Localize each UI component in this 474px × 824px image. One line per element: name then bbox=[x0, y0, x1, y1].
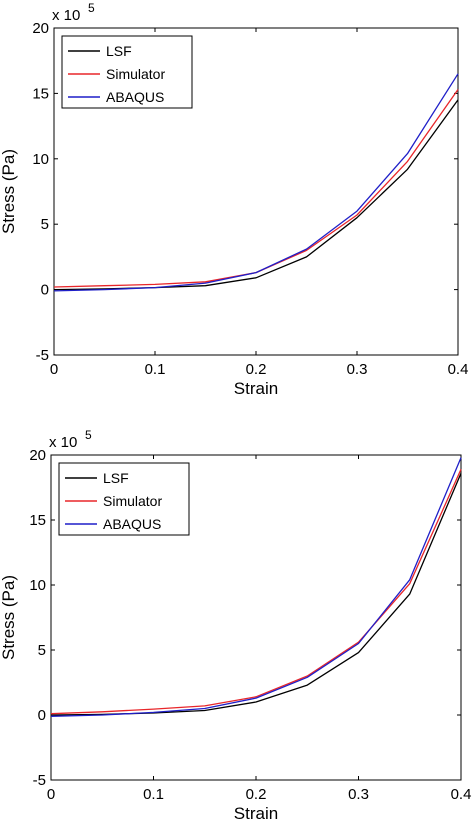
y-tick-label: 10 bbox=[32, 151, 49, 168]
y-tick-label: 5 bbox=[41, 216, 49, 233]
series-line-simulator bbox=[50, 469, 462, 715]
series-line-abaqus bbox=[53, 73, 459, 292]
x-tick-label: 0.2 bbox=[246, 786, 267, 803]
x-tick-label: 0.3 bbox=[347, 361, 368, 378]
legend-label: Simulator bbox=[106, 66, 165, 82]
legend-box bbox=[58, 462, 190, 536]
y-tick-label: 20 bbox=[32, 20, 49, 37]
y-tick-label: -5 bbox=[33, 772, 46, 789]
legend-label: ABAQUS bbox=[103, 516, 161, 532]
y-tick-label: 15 bbox=[32, 85, 49, 102]
y-tick-label: 15 bbox=[29, 512, 46, 529]
y-tick-label: 0 bbox=[41, 282, 49, 299]
x-axis-label: Strain bbox=[234, 804, 278, 823]
y-tick-label: -5 bbox=[36, 347, 49, 364]
y-multiplier: x 10 bbox=[49, 434, 77, 451]
series-line-abaqus bbox=[50, 457, 462, 717]
x-tick-label: 0.4 bbox=[451, 786, 472, 803]
x-tick-label: 0.4 bbox=[448, 361, 469, 378]
y-exponent: 5 bbox=[85, 428, 92, 442]
x-tick-label: 0.2 bbox=[246, 361, 267, 378]
y-tick-label: 20 bbox=[29, 447, 46, 464]
x-tick-label: 0.3 bbox=[348, 786, 369, 803]
y-tick-label: 0 bbox=[38, 707, 46, 724]
y-tick-label: 10 bbox=[29, 577, 46, 594]
series-line-simulator bbox=[53, 89, 459, 288]
y-axis-label: Stress (Pa) bbox=[0, 149, 18, 234]
y-multiplier: x 10 bbox=[52, 7, 80, 24]
legend-label: ABAQUS bbox=[106, 89, 164, 105]
x-tick-label: 0 bbox=[50, 361, 58, 378]
y-tick-label: 5 bbox=[38, 642, 46, 659]
legend-box bbox=[61, 35, 193, 109]
legend-label: LSF bbox=[106, 43, 132, 59]
x-tick-label: 0.1 bbox=[145, 361, 166, 378]
y-axis-label: Stress (Pa) bbox=[0, 575, 18, 660]
x-axis-label: Strain bbox=[234, 379, 278, 398]
y-exponent: 5 bbox=[88, 1, 95, 15]
x-tick-label: 0 bbox=[47, 786, 55, 803]
x-tick-label: 0.1 bbox=[143, 786, 164, 803]
legend-label: LSF bbox=[103, 470, 129, 486]
legend-label: Simulator bbox=[103, 493, 162, 509]
series-line-lsf bbox=[53, 99, 459, 291]
